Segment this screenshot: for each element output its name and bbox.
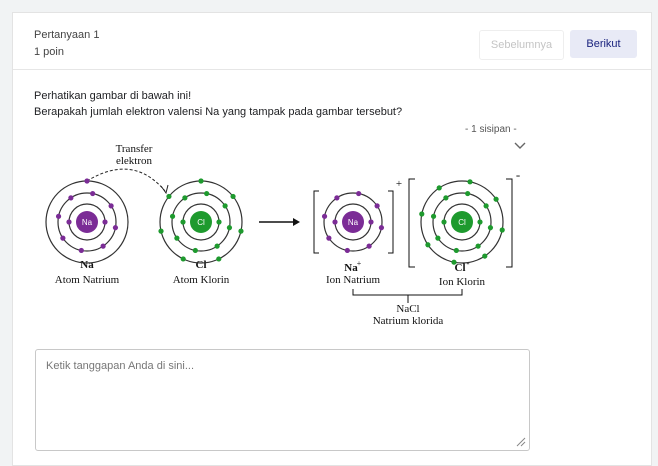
electron [193,248,198,253]
resize-handle [514,435,526,447]
electron [223,203,228,208]
electron [102,219,107,224]
electron [158,229,163,234]
electron [482,253,487,258]
electron [166,194,171,199]
ion-name: Ion Klorin [439,276,486,288]
electron [375,203,380,208]
electron [216,256,221,261]
ion-charge: + [357,259,362,268]
electron [326,236,331,241]
electron [465,191,470,196]
electron [79,248,84,253]
electron [56,214,61,219]
electron [419,211,424,216]
electron [425,242,430,247]
electron [60,236,65,241]
atom-name: Atom Klorin [173,274,230,286]
nucleus-label: Na [348,218,359,227]
electron [322,214,327,219]
electron [180,219,185,224]
electron [182,195,187,200]
electron [181,256,186,261]
electron [216,219,221,224]
electron [476,244,481,249]
electron [443,195,448,200]
electron [367,244,372,249]
brace [353,289,462,303]
transfer-arrow [87,169,165,191]
answer-placeholder: Ketik tanggapan Anda di sini... [46,360,194,372]
electron [345,248,350,253]
electron [101,244,106,249]
electron [66,219,71,224]
electron [230,194,235,199]
question-card: Pertanyaan 1 1 poin Sebelumnya Berikut P… [12,12,652,466]
electron [170,214,175,219]
electron [451,260,456,265]
electron [334,195,339,200]
atom-name: Atom Natrium [55,274,120,286]
electron [454,248,459,253]
transfer-label: elektron [116,155,153,167]
ion-charge: - [516,167,520,182]
compound-formula: NaCl [396,303,419,315]
electron [198,178,203,183]
electron [113,225,118,230]
nucleus-label: Cl [197,218,205,227]
transfer-label: Transfer [116,143,153,155]
ion-charge: + [396,178,402,190]
page: Pertanyaan 1 1 poin Sebelumnya Berikut P… [0,0,658,466]
electron [227,225,232,230]
electron [238,229,243,234]
electron [204,191,209,196]
electron [477,219,482,224]
electron [435,236,440,241]
electron [379,225,384,230]
arrow-head [161,185,168,193]
electron [332,219,337,224]
electron [467,179,472,184]
electron [356,191,361,196]
electron [488,225,493,230]
electron [90,191,95,196]
electron [431,214,436,219]
electron [500,227,505,232]
electron [68,195,73,200]
electron [441,219,446,224]
electron [109,203,114,208]
ion-name: Ion Natrium [326,274,381,286]
nucleus-label: Cl [458,218,466,227]
nucleus-label: Na [82,218,93,227]
electron [437,185,442,190]
atom-symbol: Na [80,259,94,271]
ionic-bond-diagram: Transfer elektron + - Na Atom Natrium Cl… [13,13,651,343]
electron [215,244,220,249]
ion-symbol: Cl [455,262,466,274]
electron [84,178,89,183]
electron [484,203,489,208]
atom-symbol: Cl [196,259,207,271]
electron [174,236,179,241]
electron [493,197,498,202]
answer-box[interactable]: Ketik tanggapan Anda di sini... [35,349,530,451]
arrow-head [293,218,300,226]
compound-name: Natrium klorida [373,315,444,327]
electron [368,219,373,224]
